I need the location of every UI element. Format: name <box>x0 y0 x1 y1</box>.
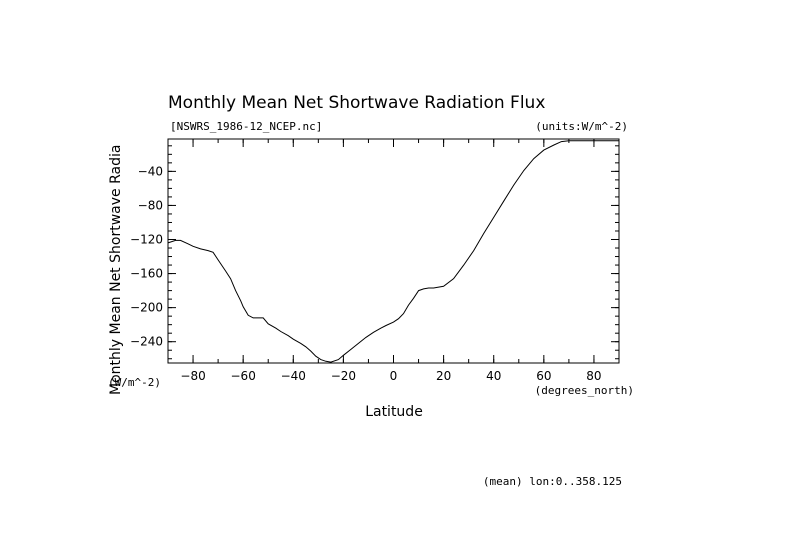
y-tick-label: −80 <box>138 198 163 212</box>
chart-title: Monthly Mean Net Shortwave Radiation Flu… <box>168 93 545 113</box>
x-tick-label: 20 <box>436 369 451 383</box>
x-tick-label: −20 <box>331 369 356 383</box>
y-tick-label: −120 <box>130 233 163 247</box>
y-axis: −40 −80 −120 −160 −200 −240 <box>130 145 619 360</box>
x-tick-label: −80 <box>180 369 205 383</box>
y-tick-label: −200 <box>130 301 163 315</box>
footnote: (mean) lon:0..358.125 <box>483 475 622 488</box>
y-tick-label: −240 <box>130 335 163 349</box>
x-axis-label: Latitude <box>365 404 423 420</box>
units-label: (units:W/m^-2) <box>535 120 628 133</box>
x-axis-units: (degrees_north) <box>535 384 634 397</box>
series-line <box>167 140 619 363</box>
x-tick-label: −40 <box>281 369 306 383</box>
file-label: [NSWRS_1986-12_NCEP.nc] <box>170 120 322 133</box>
y-axis-label: Monthly Mean Net Shortwave Radia <box>108 145 124 395</box>
y-axis-units: (W/m^-2) <box>108 376 161 389</box>
x-tick-label: −60 <box>231 369 256 383</box>
x-tick-label: 60 <box>536 369 551 383</box>
x-tick-label: 80 <box>586 369 601 383</box>
y-tick-label: −160 <box>130 267 163 281</box>
x-tick-label: 40 <box>486 369 501 383</box>
plot-frame <box>167 138 620 364</box>
y-tick-label: −40 <box>138 164 163 178</box>
x-axis: −80 −60 −40 −20 0 20 40 60 80 <box>167 139 620 383</box>
x-tick-label: 0 <box>390 369 398 383</box>
